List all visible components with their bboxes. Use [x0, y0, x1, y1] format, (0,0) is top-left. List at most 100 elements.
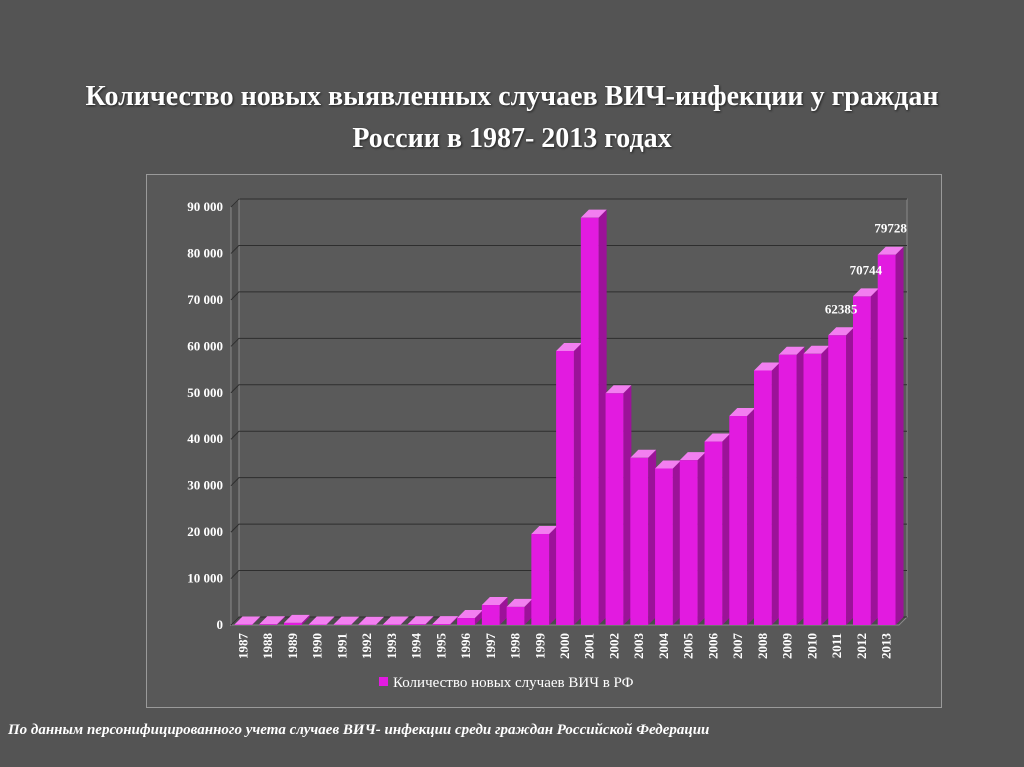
x-tick-label: 1992	[359, 633, 374, 659]
x-tick-label: 2002	[606, 633, 621, 659]
y-tick-label: 40 000	[187, 431, 223, 446]
bar	[655, 468, 673, 625]
bar-top	[803, 345, 830, 354]
bar-top	[852, 288, 879, 297]
chart-side-wall	[230, 197, 240, 627]
x-tick-label: 1991	[334, 633, 349, 659]
bar-top	[754, 362, 780, 371]
bar-top	[481, 597, 508, 606]
chart-area: 0 10 000 20 000 30 000 40 000 50 000 60 000 70 …	[146, 174, 942, 708]
bar	[754, 370, 772, 625]
x-tick-label: 2007	[730, 633, 745, 660]
data-label: 70744	[850, 262, 883, 277]
y-tick-label: 0	[217, 617, 224, 632]
bar-side	[400, 616, 409, 625]
bar-top	[877, 246, 904, 255]
y-tick-label: 50 000	[187, 385, 223, 400]
bar-chart: 0 10 000 20 000 30 000 40 000 50 000 60 000 70 …	[187, 197, 909, 691]
bar-side	[870, 288, 879, 625]
y-tick-label: 90 000	[187, 199, 223, 214]
legend-swatch	[379, 677, 388, 686]
bar-side	[450, 616, 459, 625]
y-tick-label: 10 000	[187, 571, 223, 586]
bar-top	[556, 342, 582, 351]
bar	[679, 460, 698, 625]
bar-side	[722, 433, 731, 625]
data-label: 62385	[825, 301, 858, 316]
bar-top	[531, 525, 558, 534]
x-tick-label: 1995	[433, 633, 448, 660]
bar-side	[796, 346, 805, 625]
x-tick-label: 2003	[631, 633, 646, 660]
bar-side	[771, 362, 780, 625]
x-tick-label: 2009	[780, 633, 795, 660]
gridline	[230, 430, 907, 440]
x-tick-label: 1987	[235, 633, 250, 660]
bar	[828, 335, 847, 625]
bar	[457, 618, 475, 625]
x-tick-label: 1999	[532, 633, 547, 660]
y-tick-label: 30 000	[187, 478, 223, 493]
bar-side	[846, 327, 855, 625]
bar-side	[573, 342, 582, 625]
y-tick-label: 80 000	[187, 245, 223, 260]
legend-label: Количество новых случаев ВИЧ в РФ	[393, 675, 634, 691]
bar-side	[549, 525, 558, 625]
bar-top	[704, 433, 731, 442]
data-label: 79728	[874, 221, 907, 236]
bar	[605, 393, 624, 625]
bar	[778, 354, 797, 625]
gridline	[230, 244, 907, 254]
bar-top	[283, 614, 310, 623]
x-tick-label: 1996	[458, 633, 473, 660]
bar-side	[648, 449, 657, 625]
bar-side	[425, 616, 434, 625]
bar-side	[598, 209, 607, 625]
bar	[556, 350, 574, 625]
bar-side	[474, 610, 483, 625]
bar-side	[301, 614, 310, 625]
bar	[283, 622, 302, 625]
bar-top	[655, 460, 681, 469]
y-tick-label: 60 000	[187, 338, 223, 353]
bar-top	[679, 452, 706, 461]
y-tick-label: 20 000	[187, 524, 223, 539]
bar	[704, 441, 723, 625]
bar-side	[672, 460, 681, 625]
y-tick-label: 70 000	[187, 292, 223, 307]
bar-top	[828, 327, 855, 336]
bar	[877, 254, 896, 625]
bar	[580, 217, 599, 625]
bar-side	[326, 616, 335, 625]
bar-side	[499, 597, 508, 625]
x-tick-label: 2005	[681, 633, 696, 660]
bar-side	[524, 598, 533, 625]
bar	[729, 416, 748, 625]
bar-side	[895, 246, 904, 625]
bar-top	[407, 616, 434, 625]
bar	[481, 605, 500, 625]
bar-side	[697, 452, 706, 625]
bar-top	[506, 598, 533, 607]
bar-top	[333, 616, 360, 625]
gridline	[230, 337, 907, 347]
bar-top	[630, 449, 657, 458]
bar-top	[580, 209, 607, 218]
bar-top	[234, 616, 261, 625]
bar-top	[778, 346, 805, 355]
x-tick-label: 2001	[582, 633, 597, 659]
bar-side	[821, 345, 830, 625]
bar-top	[308, 616, 335, 625]
x-tick-label: 2012	[854, 633, 869, 659]
x-tick-label: 1994	[409, 633, 424, 660]
source-footnote: По данным персонифицированного учета слу…	[8, 722, 710, 738]
bar-side	[747, 408, 756, 625]
bar	[531, 533, 550, 625]
bar	[432, 624, 451, 625]
bar	[852, 296, 871, 625]
x-tick-label: 1989	[285, 633, 300, 660]
bar	[259, 624, 278, 625]
x-tick-label: 1993	[384, 633, 399, 660]
bar-top	[605, 385, 632, 394]
bar-side	[252, 616, 261, 625]
